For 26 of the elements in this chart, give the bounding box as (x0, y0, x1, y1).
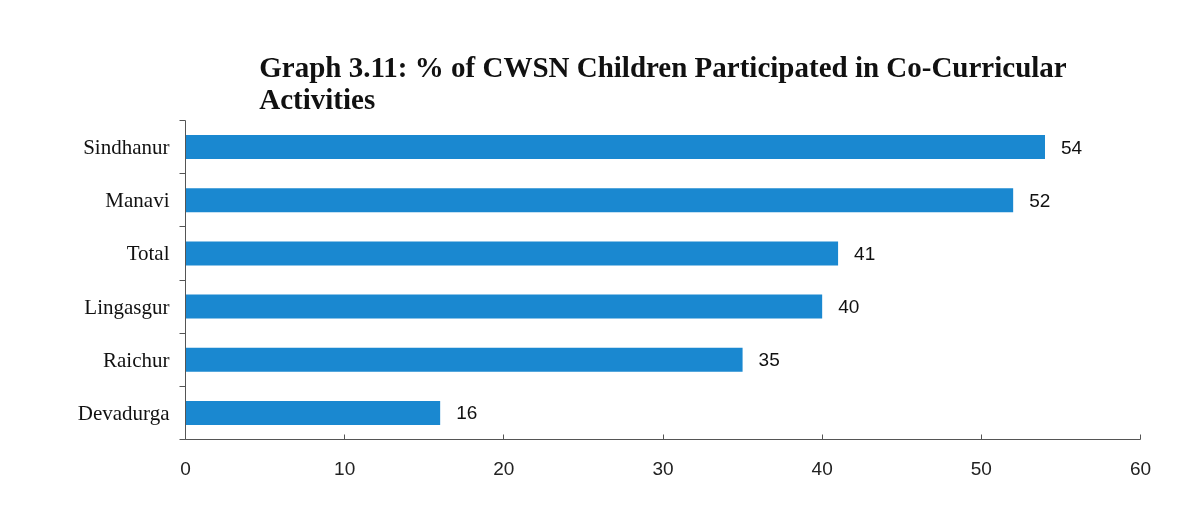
bar (185, 400, 441, 425)
x-tick-label: 40 (811, 457, 833, 479)
chart-title: Graph 3.11: % of CWSN Children Participated in Co-Curricular Activities (259, 50, 1067, 115)
y-tick-label: Devadurga (77, 400, 171, 425)
y-tick-label: Manavi (105, 188, 170, 213)
y-tick-label: Total (126, 241, 170, 266)
data-label: 54 (1061, 136, 1083, 158)
x-tick-label: 50 (970, 457, 992, 479)
x-tick-label: 20 (493, 457, 515, 479)
bar (185, 294, 823, 319)
bar (185, 241, 839, 266)
data-label: 35 (758, 349, 780, 371)
y-tick-label: Raichur (103, 347, 170, 372)
data-label: 52 (1029, 189, 1051, 211)
bar (185, 347, 743, 372)
data-label: 41 (854, 242, 876, 264)
data-label: 40 (838, 296, 860, 318)
x-tick-label: 10 (334, 457, 356, 479)
bar (185, 135, 1045, 160)
bar (185, 188, 1014, 213)
y-tick-label: Sindhanur (83, 135, 170, 160)
x-tick-label: 30 (652, 457, 674, 479)
x-tick-label: 60 (1129, 457, 1152, 479)
y-tick-label: Lingasgur (84, 294, 170, 319)
data-label: 16 (456, 402, 478, 424)
x-tick-label: 0 (180, 457, 191, 479)
